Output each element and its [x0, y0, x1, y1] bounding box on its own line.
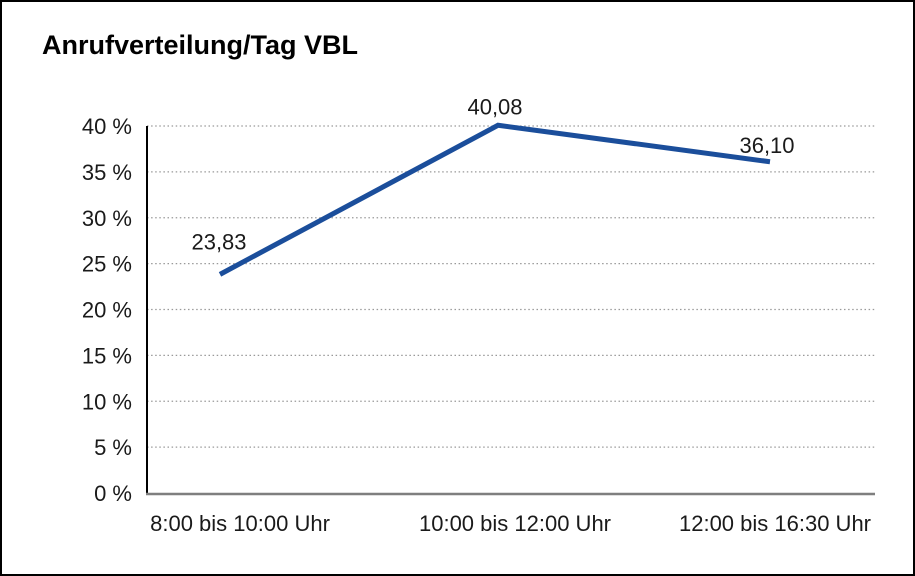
y-tick-label: 15 %	[82, 343, 132, 368]
y-tick-label: 40 %	[82, 114, 132, 139]
data-point-label: 23,83	[191, 229, 246, 254]
y-tick-label: 10 %	[82, 389, 132, 414]
chart-title: Anrufverteilung/Tag VBL	[42, 30, 359, 60]
y-tick-label: 30 %	[82, 206, 132, 231]
data-point-label: 40,08	[467, 94, 522, 119]
y-tick-label: 35 %	[82, 160, 132, 185]
y-tick-label: 5 %	[94, 435, 132, 460]
y-tick-label: 25 %	[82, 252, 132, 277]
x-category-label: 10:00 bis 12:00 Uhr	[419, 511, 611, 536]
x-category-label: 8:00 bis 10:00 Uhr	[150, 511, 330, 536]
y-tick-label: 0 %	[94, 481, 132, 506]
x-category-label: 12:00 bis 16:30 Uhr	[679, 511, 871, 536]
data-point-label: 36,10	[739, 133, 794, 158]
data-line	[218, 122, 771, 277]
y-tick-label: 20 %	[82, 298, 132, 323]
